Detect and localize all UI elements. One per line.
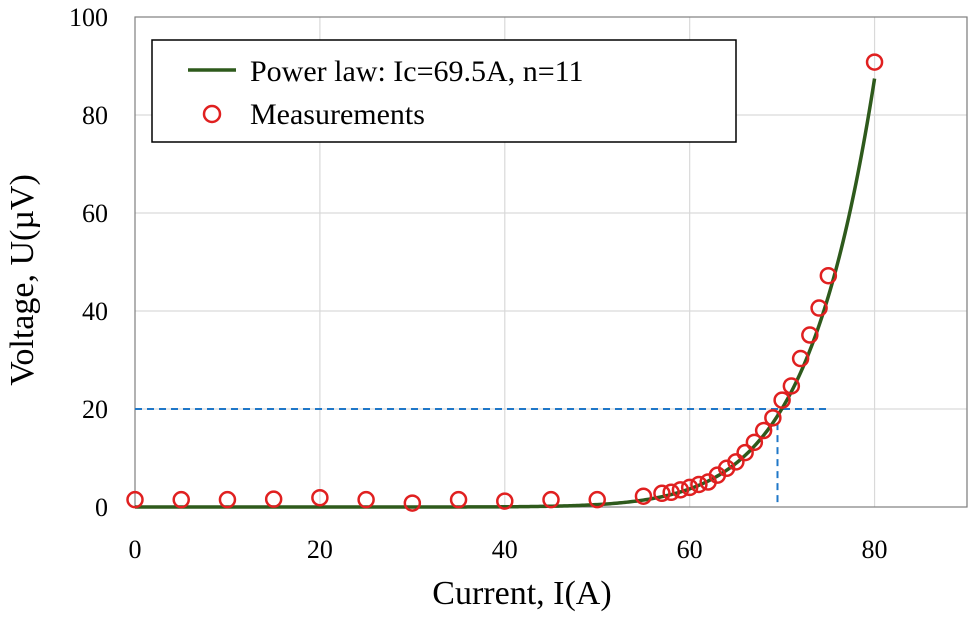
x-tick-label: 0: [129, 535, 142, 564]
measurement-point: [791, 349, 810, 368]
y-tick-label: 0: [95, 493, 108, 522]
measurement-point: [403, 494, 422, 512]
y-tick-labels: 0 20 40 60 80 100: [69, 3, 108, 522]
measurement-point: [865, 53, 884, 71]
measurement-point: [172, 490, 190, 509]
x-tick-label: 20: [307, 535, 333, 564]
measurement-point: [680, 478, 699, 497]
measurement-point: [754, 421, 773, 440]
x-tick-labels: 0 20 40 60 80: [129, 535, 888, 564]
x-tick-label: 60: [677, 535, 703, 564]
measurement-point: [311, 488, 329, 507]
measurement-point: [264, 490, 283, 508]
measurement-point: [810, 299, 828, 317]
measurement-markers: [126, 53, 884, 512]
measurement-point: [745, 433, 764, 452]
y-axis-title: Voltage, U(µV): [4, 174, 41, 386]
legend-label-power-law: Power law: Ic=69.5A, n=11: [250, 55, 584, 88]
measurement-point: [588, 490, 606, 509]
measurement-point: [542, 490, 560, 509]
measurement-point: [690, 475, 708, 494]
y-tick-label: 20: [82, 395, 108, 424]
legend-label-measurements: Measurements: [250, 98, 425, 131]
legend-marker-swatch: [202, 104, 222, 124]
measurement-point: [634, 487, 653, 505]
x-axis-title: Current, I(A): [432, 575, 611, 612]
measurement-point: [671, 481, 690, 499]
y-tick-label: 40: [82, 297, 108, 326]
y-tick-label: 60: [82, 199, 108, 228]
measurement-point: [764, 409, 782, 427]
y-tick-label: 80: [82, 101, 108, 130]
measurement-point: [727, 453, 745, 471]
y-tick-label: 100: [69, 3, 108, 32]
measurement-point: [218, 490, 237, 509]
measurement-point: [782, 377, 801, 395]
x-tick-label: 80: [862, 535, 888, 564]
measurement-point: [736, 443, 754, 462]
measurement-point: [496, 492, 514, 510]
measurement-point: [819, 266, 838, 285]
legend-box: [151, 39, 737, 143]
measurement-point: [653, 484, 671, 503]
measurement-point: [126, 490, 144, 509]
legend: Power law: Ic=69.5A, n=11 Measurements: [151, 39, 737, 143]
measurement-point: [662, 483, 680, 502]
measurement-point: [801, 326, 819, 344]
x-tick-label: 40: [492, 535, 518, 564]
measurement-point: [773, 391, 791, 409]
measurement-point: [449, 490, 468, 509]
measurement-point: [357, 490, 375, 509]
